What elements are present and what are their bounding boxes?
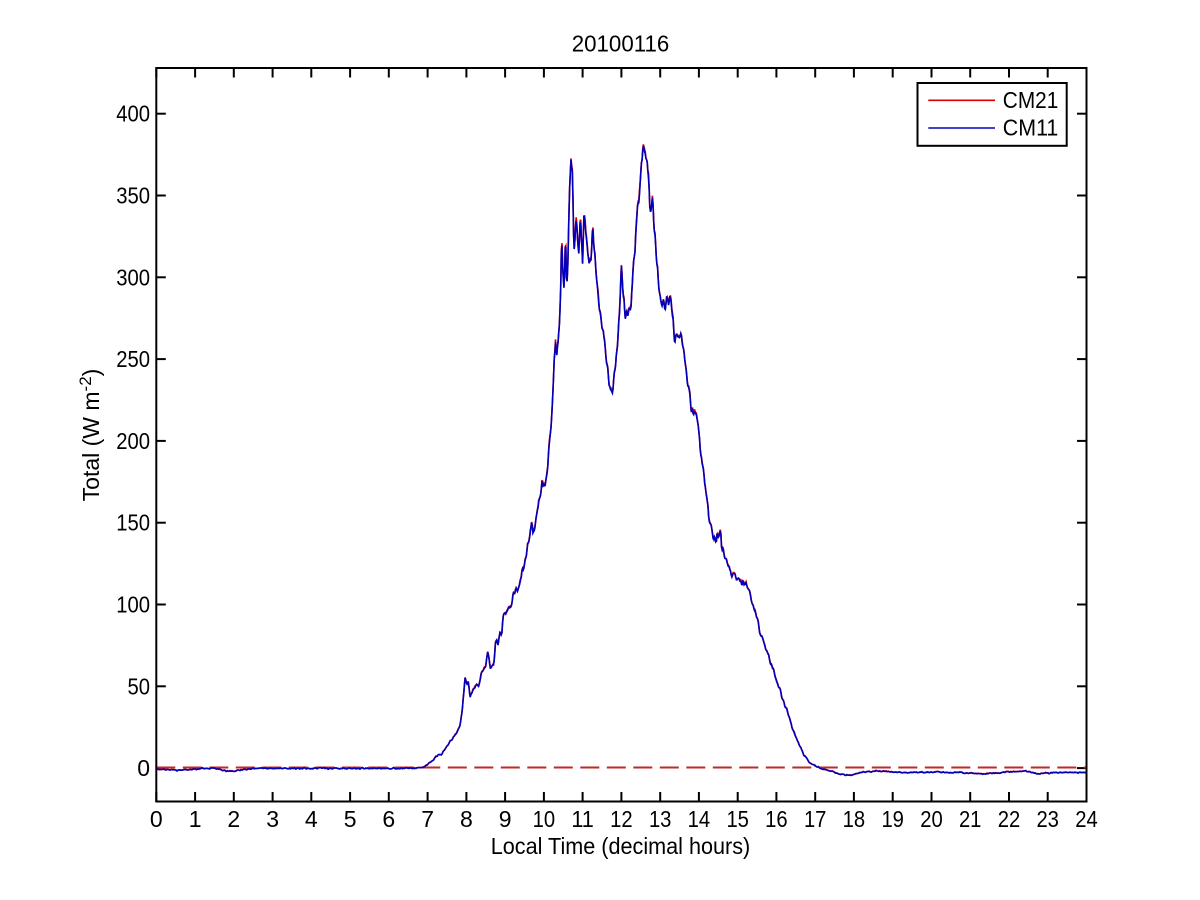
svg-text:13: 13 [649, 806, 672, 832]
svg-text:250: 250 [116, 346, 150, 372]
svg-text:19: 19 [881, 806, 904, 832]
svg-text:15: 15 [726, 806, 749, 832]
svg-text:100: 100 [116, 592, 150, 618]
svg-text:20: 20 [920, 806, 943, 832]
svg-text:17: 17 [804, 806, 827, 832]
svg-text:14: 14 [688, 806, 711, 832]
svg-text:21: 21 [959, 806, 982, 832]
svg-text:23: 23 [1036, 806, 1059, 832]
svg-text:24: 24 [1075, 806, 1098, 832]
svg-text:CM11: CM11 [1003, 115, 1059, 141]
svg-text:0: 0 [150, 806, 163, 832]
svg-text:6: 6 [382, 806, 395, 832]
svg-text:11: 11 [571, 806, 594, 832]
svg-text:150: 150 [116, 510, 150, 536]
svg-text:12: 12 [610, 806, 633, 832]
svg-text:20100116: 20100116 [572, 31, 670, 57]
svg-text:50: 50 [128, 673, 151, 699]
svg-text:1: 1 [189, 806, 202, 832]
svg-text:2: 2 [227, 806, 240, 832]
svg-text:9: 9 [499, 806, 512, 832]
svg-text:4: 4 [305, 806, 318, 832]
svg-text:400: 400 [116, 101, 150, 127]
svg-text:8: 8 [460, 806, 473, 832]
svg-text:10: 10 [533, 806, 556, 832]
svg-text:200: 200 [116, 428, 150, 454]
svg-text:3: 3 [266, 806, 279, 832]
svg-text:CM21: CM21 [1003, 87, 1059, 113]
svg-text:18: 18 [843, 806, 866, 832]
svg-text:300: 300 [116, 264, 150, 290]
svg-text:350: 350 [116, 183, 150, 209]
svg-text:22: 22 [998, 806, 1021, 832]
svg-text:5: 5 [344, 806, 357, 832]
svg-text:16: 16 [765, 806, 788, 832]
svg-text:Local Time (decimal hours): Local Time (decimal hours) [491, 833, 751, 859]
svg-text:0: 0 [137, 755, 150, 781]
svg-text:7: 7 [421, 806, 434, 832]
